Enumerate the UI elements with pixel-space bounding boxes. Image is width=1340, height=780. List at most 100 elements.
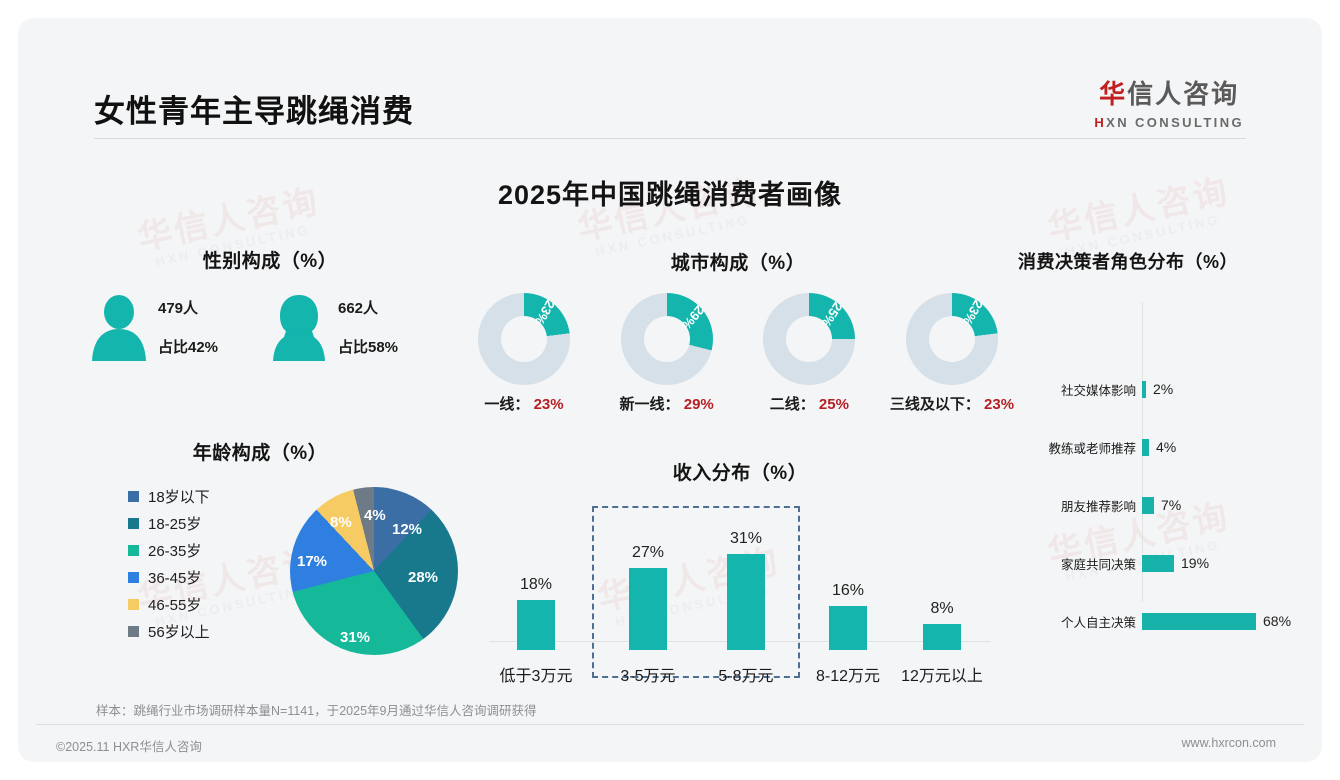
income-bar-category: 低于3万元 <box>499 668 573 685</box>
donut-percent-label: 23% <box>960 297 987 329</box>
donut-chart: 23% <box>478 293 570 385</box>
income-bar-value: 31% <box>729 530 763 547</box>
decision-bar-label: 朋友推荐影响 <box>1060 499 1136 514</box>
donut-hole <box>928 316 975 362</box>
website-link[interactable]: www.hxrcon.com <box>1181 736 1276 750</box>
header-divider <box>94 138 1246 139</box>
income-bar-value: 8% <box>930 600 954 617</box>
legend-swatch-icon <box>128 572 139 583</box>
logo-english: HXN CONSULTING <box>1094 115 1244 130</box>
donut-caption: 新一线： 29% <box>601 393 733 414</box>
income-bar-category: 8-12万元 <box>815 668 881 685</box>
slide-canvas: 华信人咨询 HXN CONSULTING 华信人咨询 HXN CONSULTIN… <box>18 18 1322 762</box>
decision-bar-row: 朋友推荐影响 7% <box>1018 488 1298 522</box>
donut-caption-name: 二线： <box>769 396 815 413</box>
decision-bar-value: 2% <box>1153 381 1174 397</box>
gender-item-male: 479人 占比42% <box>90 293 270 361</box>
income-bar <box>923 624 961 650</box>
income-bar-category: 3-5万元 <box>620 668 676 685</box>
donut-hole <box>786 316 833 362</box>
donut-caption-value: 23% <box>533 396 564 413</box>
gender-section-title: 性别构成（%） <box>202 251 338 272</box>
decision-bar-row: 家庭共同决策 19% <box>1018 546 1298 580</box>
decision-bar-row: 教练或老师推荐 4% <box>1018 430 1298 464</box>
donut-hole <box>643 316 690 362</box>
legend-label: 46-55岁 <box>148 597 202 614</box>
legend-label: 26-35岁 <box>148 543 202 560</box>
donut-percent-overlay: 23% <box>478 293 570 385</box>
logo-en-rest: XN CONSULTING <box>1106 115 1244 130</box>
legend-item: 18岁以下 <box>128 483 210 510</box>
donut-caption-name: 一线： <box>484 396 530 413</box>
gender-male-count: 479人 <box>158 300 199 317</box>
copyright-text: ©2025.11 HXR华信人咨询 <box>56 740 202 754</box>
income-bar <box>629 568 667 650</box>
donut-chart: 23% <box>905 293 998 385</box>
decision-bar-value: 68% <box>1263 613 1292 629</box>
city-composition-section: 城市构成（%） 23% 一线： 23% 29% 新一线： 29% <box>458 248 1018 414</box>
income-bar-category: 12万元以上 <box>901 668 983 685</box>
income-bar <box>727 554 765 650</box>
gender-male-share: 占比42% <box>158 339 219 356</box>
age-pie-chart <box>290 487 458 655</box>
decision-bar <box>1142 612 1256 630</box>
income-bar-column: 27% 3-5万元 <box>598 544 698 686</box>
income-bar-column: 16% 8-12万元 <box>798 582 898 686</box>
logo-en-red: H <box>1094 115 1107 130</box>
donut-caption-value: 23% <box>984 396 1015 413</box>
pie-slice-label: 28% <box>408 569 439 586</box>
income-bar-category: 5-8万元 <box>718 668 774 685</box>
page-title: 女性青年主导跳绳消费 <box>94 94 414 129</box>
donut-chart: 25% <box>763 293 856 385</box>
donut-caption-value: 25% <box>818 396 849 413</box>
brand-logo: 华信人咨询 HXN CONSULTING <box>1094 74 1244 130</box>
pie-slice-label: 8% <box>330 514 352 531</box>
logo-cn-rest: 信人咨询 <box>1127 79 1240 109</box>
legend-swatch-icon <box>128 518 139 529</box>
donut-chart: 29% <box>620 293 713 385</box>
gender-female-share: 占比58% <box>338 339 399 356</box>
donut-percent-overlay: 25% <box>763 293 855 385</box>
legend-item: 26-35岁 <box>128 537 210 564</box>
female-silhouette-icon <box>270 293 328 361</box>
income-highlight-box <box>592 506 800 678</box>
donut-item-tier3: 23% 三线及以下： 23% <box>886 293 1018 414</box>
income-bar <box>517 600 555 650</box>
logo-cn-red: 华 <box>1099 79 1128 109</box>
donut-percent-label: 29% <box>678 302 707 333</box>
legend-swatch-icon <box>128 545 139 556</box>
age-section-title: 年龄构成（%） <box>192 443 328 464</box>
pie-slice-label: 4% <box>364 507 386 524</box>
slide-header: 女性青年主导跳绳消费 华信人咨询 HXN CONSULTING <box>18 18 1322 140</box>
income-bar <box>829 606 867 650</box>
income-distribution-section: 收入分布（%） 18% 低于3万元 27% 3-5万元 31% 5-8万元 16… <box>480 458 1000 686</box>
donut-item-newtier1: 29% 新一线： 29% <box>601 293 733 414</box>
income-bar-value: 27% <box>631 544 665 561</box>
donut-caption-name: 新一线： <box>619 396 680 413</box>
decision-bar-label: 家庭共同决策 <box>1060 557 1136 572</box>
legend-swatch-icon <box>128 491 139 502</box>
legend-item: 36-45岁 <box>128 564 210 591</box>
sample-note: 样本：跳绳行业市场调研样本量N=1141，于2025年9月通过华信人咨询调研获得 <box>96 704 537 718</box>
decision-bar <box>1142 496 1154 514</box>
income-bar-column: 18% 低于3万元 <box>486 576 586 686</box>
city-section-title: 城市构成（%） <box>670 253 806 274</box>
logo-chinese: 华信人咨询 <box>1094 74 1244 111</box>
donut-row: 23% 一线： 23% 29% 新一线： 29% 25% 二线： 25% <box>458 293 1018 414</box>
decision-bar-value: 7% <box>1161 497 1182 513</box>
legend-label: 56岁以上 <box>148 624 210 641</box>
age-legend: 18岁以下 18-25岁 26-35岁 36-45岁 46-55岁 56岁以上 <box>128 483 210 645</box>
decision-bar-label: 个人自主决策 <box>1060 615 1136 630</box>
decision-bar <box>1142 554 1174 572</box>
legend-swatch-icon <box>128 626 139 637</box>
donut-percent-overlay: 29% <box>621 293 713 385</box>
legend-item: 46-55岁 <box>128 591 210 618</box>
income-bar-value: 18% <box>519 576 553 593</box>
legend-item: 56岁以上 <box>128 618 210 645</box>
decision-bar <box>1142 438 1149 456</box>
donut-caption: 二线： 25% <box>743 393 875 414</box>
gender-row: 479人 占比42% 662人 占比58% <box>90 293 450 361</box>
decision-bar-row: 社交媒体影响 2% <box>1018 372 1298 406</box>
decision-role-section: 消费决策者角色分布（%） 社交媒体影响 2% 教练或老师推荐 4% 朋友推荐影响… <box>1018 248 1298 630</box>
legend-label: 18-25岁 <box>148 516 202 533</box>
